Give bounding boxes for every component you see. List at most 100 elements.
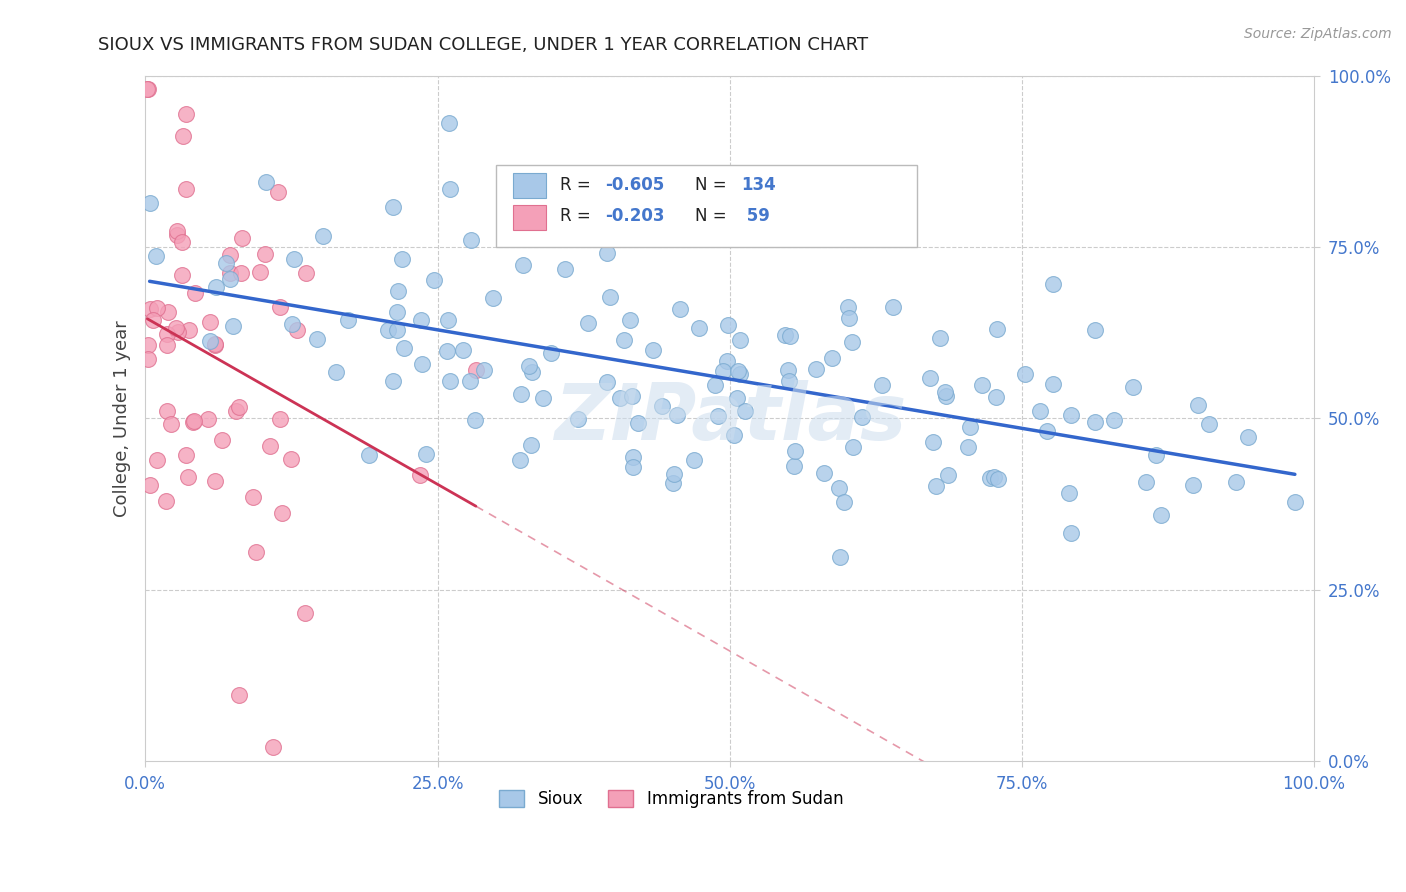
Point: [254, 247, 277, 261]
Text: -0.203: -0.203: [605, 207, 664, 225]
Point: [576, 316, 599, 330]
Point: [136, 351, 159, 366]
Point: [730, 333, 752, 347]
Point: [664, 467, 686, 482]
Text: SIOUX VS IMMIGRANTS FROM SUDAN COLLEGE, UNDER 1 YEAR CORRELATION CHART: SIOUX VS IMMIGRANTS FROM SUDAN COLLEGE, …: [98, 36, 869, 54]
Point: [357, 449, 380, 463]
Point: [198, 334, 221, 349]
Point: [1084, 415, 1107, 429]
Point: [596, 246, 619, 260]
Point: [285, 323, 308, 337]
Point: [377, 323, 399, 337]
Point: [139, 302, 162, 317]
Point: [609, 391, 631, 405]
Point: [935, 389, 957, 403]
Point: [229, 266, 252, 280]
Point: [643, 343, 665, 357]
Point: [156, 403, 179, 417]
Point: [509, 453, 531, 467]
Point: [225, 403, 247, 417]
FancyBboxPatch shape: [496, 165, 917, 247]
Point: [177, 323, 200, 337]
Point: [928, 331, 950, 345]
Point: [411, 313, 433, 327]
Point: [540, 346, 562, 360]
Point: [1102, 413, 1125, 427]
Point: [723, 428, 745, 442]
Point: [156, 326, 179, 341]
Point: [1182, 478, 1205, 492]
Point: [231, 231, 253, 245]
Point: [204, 338, 226, 352]
Point: [1060, 526, 1083, 541]
Point: [166, 325, 188, 339]
Point: [567, 412, 589, 426]
Point: [1237, 430, 1260, 444]
Point: [294, 266, 316, 280]
Point: [170, 235, 193, 249]
FancyBboxPatch shape: [513, 173, 546, 197]
Point: [176, 107, 198, 121]
Point: [531, 392, 554, 406]
Point: [882, 301, 904, 315]
Point: [1042, 376, 1064, 391]
Point: [482, 291, 505, 305]
Point: [211, 433, 233, 447]
Point: [1042, 277, 1064, 292]
Point: [821, 351, 844, 365]
Text: 59: 59: [741, 207, 770, 225]
Point: [183, 414, 205, 428]
Point: [219, 266, 242, 280]
Point: [174, 182, 197, 196]
Point: [204, 337, 226, 351]
Point: [145, 249, 167, 263]
Point: [409, 467, 432, 482]
Point: [139, 478, 162, 492]
Text: Source: ZipAtlas.com: Source: ZipAtlas.com: [1244, 27, 1392, 41]
Point: [204, 474, 226, 488]
Text: R =: R =: [560, 207, 596, 225]
Point: [280, 317, 302, 331]
Point: [727, 364, 749, 378]
Point: [783, 444, 806, 458]
Point: [472, 363, 495, 377]
Point: [423, 273, 446, 287]
Text: N =: N =: [695, 177, 731, 194]
Point: [1029, 403, 1052, 417]
Point: [520, 438, 543, 452]
Point: [411, 357, 433, 371]
Point: [1059, 408, 1081, 422]
Point: [259, 439, 281, 453]
Point: [1059, 486, 1081, 500]
Point: [439, 182, 461, 196]
Point: [1150, 508, 1173, 523]
Point: [385, 305, 408, 319]
Point: [773, 327, 796, 342]
Point: [249, 265, 271, 279]
Point: [837, 300, 859, 314]
Point: [146, 452, 169, 467]
Point: [451, 343, 474, 358]
Text: ZIPatlas: ZIPatlas: [554, 380, 905, 457]
Point: [437, 312, 460, 326]
Point: [1135, 475, 1157, 489]
Point: [166, 224, 188, 238]
Point: [972, 378, 994, 392]
Point: [228, 689, 250, 703]
Point: [385, 323, 408, 337]
Point: [381, 200, 404, 214]
Point: [613, 333, 636, 347]
Point: [986, 390, 1008, 404]
Point: [540, 211, 562, 225]
Point: [307, 332, 329, 346]
Point: [1284, 494, 1306, 508]
Point: [870, 378, 893, 392]
Point: [651, 399, 673, 413]
Point: [716, 354, 738, 368]
Point: [512, 258, 534, 272]
Point: [1036, 424, 1059, 438]
Text: -0.605: -0.605: [605, 177, 664, 194]
Point: [1225, 475, 1247, 490]
Point: [510, 387, 533, 401]
Point: [325, 366, 347, 380]
